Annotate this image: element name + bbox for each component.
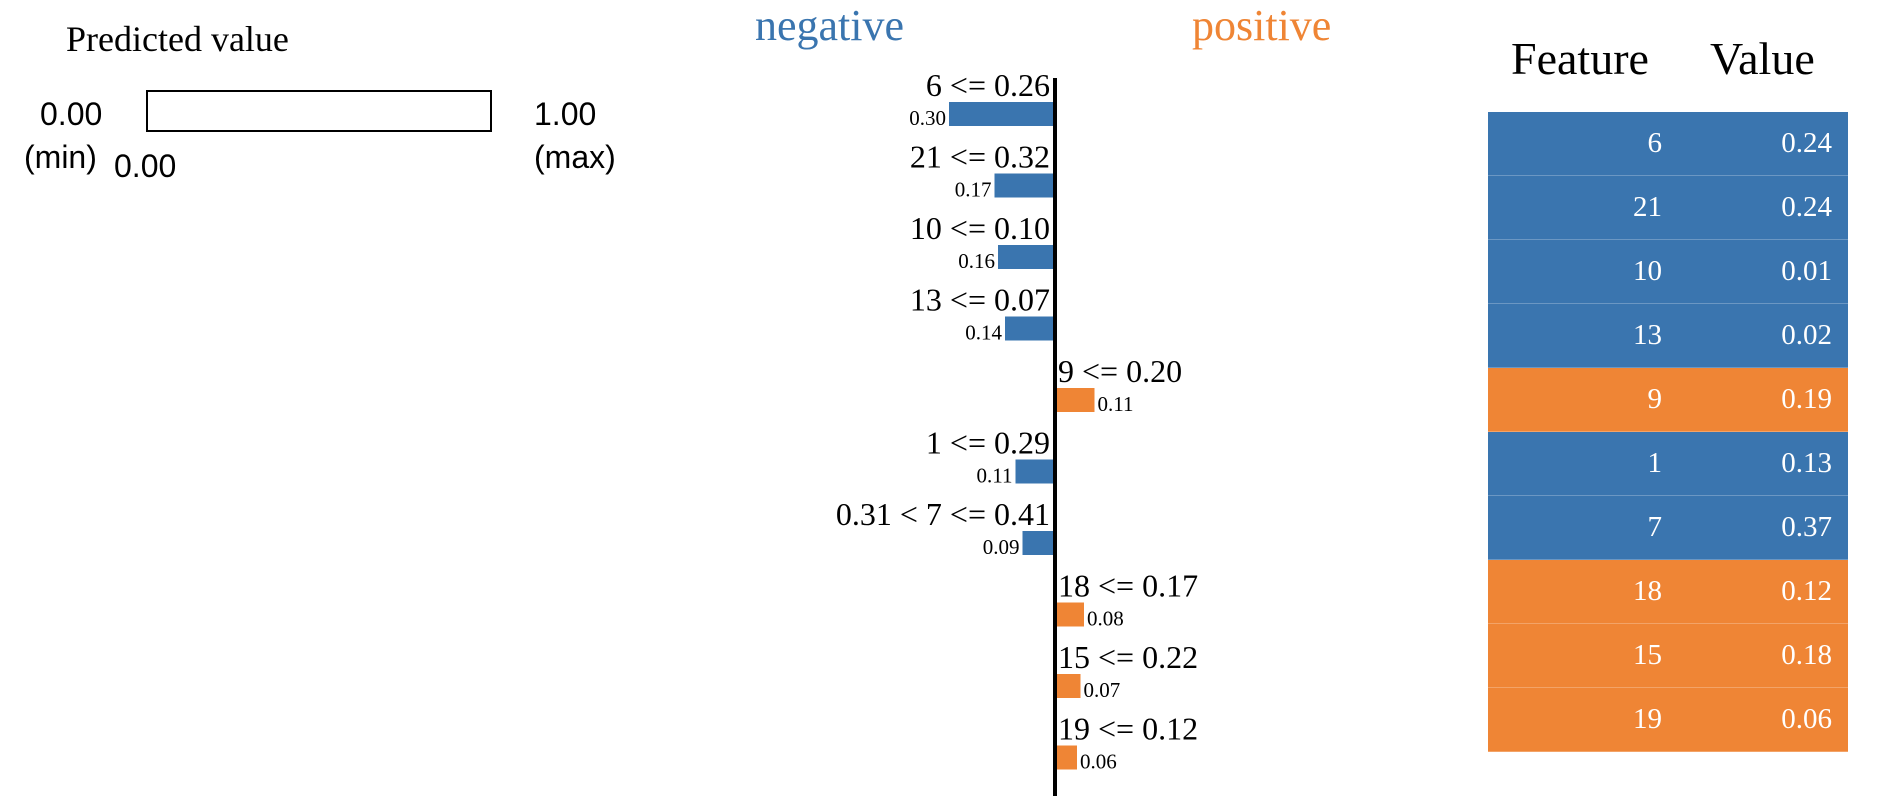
- table-row: 6 0.24: [1488, 112, 1848, 176]
- bar-positive: [1056, 745, 1077, 770]
- bar-value-label: 0.14: [965, 321, 1002, 345]
- bar-label: 15 <= 0.22: [1058, 639, 1198, 675]
- table-header-feature: Feature: [1511, 33, 1649, 84]
- table-row: 15 0.18: [1488, 624, 1848, 688]
- table-cell-value: 0.24: [1781, 191, 1832, 223]
- predicted-current-value: 0.00: [114, 148, 177, 184]
- bar-negative: [994, 173, 1054, 198]
- bar-value-label: 0.06: [1080, 750, 1117, 774]
- bar-value-label: 0.17: [955, 178, 992, 202]
- feature-value-table: 6 0.24 21 0.24 10 0.01 13 0.02 9 0.19 1 0.13 7 0.37 18…: [1488, 112, 1848, 752]
- bar-value-label: 0.11: [977, 464, 1013, 488]
- table-row: 19 0.06: [1488, 688, 1848, 752]
- bar-label: 1 <= 0.29: [926, 425, 1050, 461]
- bar-label: 10 <= 0.10: [910, 210, 1050, 246]
- bar-value-label: 0.08: [1087, 607, 1124, 631]
- table-row: 21 0.24: [1488, 176, 1848, 240]
- table-cell-feature: 15: [1633, 639, 1662, 671]
- bar-negative: [1015, 459, 1054, 484]
- bar-positive: [1056, 602, 1084, 627]
- bar-negative: [1005, 316, 1054, 341]
- table-cell-value: 0.12: [1781, 575, 1832, 607]
- table-cell-value: 0.13: [1781, 447, 1832, 479]
- bar-negative: [998, 245, 1054, 269]
- bar-value-label: 0.09: [983, 535, 1020, 559]
- bar-label: 13 <= 0.07: [910, 282, 1050, 318]
- bar-value-label: 0.16: [958, 249, 995, 273]
- table-cell-value: 0.24: [1781, 127, 1832, 159]
- table-row: 13 0.02: [1488, 304, 1848, 368]
- table-cell-feature: 13: [1633, 319, 1662, 351]
- bar-value-label: 0.30: [909, 106, 946, 130]
- table-cell-value: 0.06: [1781, 703, 1832, 735]
- bar-label: 6 <= 0.26: [926, 67, 1050, 103]
- table-header-value: Value: [1710, 33, 1815, 84]
- table-cell-value: 0.01: [1781, 255, 1832, 287]
- table-row: 10 0.01: [1488, 240, 1848, 304]
- predicted-min-value: 0.00: [40, 96, 103, 132]
- bar-positive: [1056, 388, 1095, 412]
- table-cell-feature: 10: [1633, 255, 1662, 287]
- bar-negative: [1022, 531, 1054, 555]
- predicted-max-value: 1.00: [534, 96, 597, 132]
- table-row: 18 0.12: [1488, 560, 1848, 624]
- bar-label: 19 <= 0.12: [1058, 711, 1198, 747]
- table-row: 7 0.37: [1488, 496, 1848, 560]
- positive-side-label: positive: [1192, 1, 1332, 50]
- bar-negative: [949, 102, 1054, 126]
- table-cell-value: 0.19: [1781, 383, 1832, 415]
- table-cell-feature: 19: [1633, 703, 1662, 735]
- table-cell-value: 0.02: [1781, 319, 1832, 351]
- predicted-max-label: (max): [534, 139, 616, 175]
- table-cell-feature: 6: [1647, 127, 1663, 159]
- bar-label: 0.31 < 7 <= 0.41: [836, 496, 1050, 532]
- table-cell-feature: 9: [1647, 383, 1663, 415]
- bar-label: 21 <= 0.32: [910, 139, 1050, 175]
- predicted-min-label: (min): [24, 139, 97, 175]
- bar-positive: [1056, 674, 1081, 698]
- negative-side-label: negative: [755, 1, 905, 50]
- table-cell-feature: 7: [1647, 511, 1663, 543]
- table-cell-feature: 1: [1647, 447, 1663, 479]
- predicted-value-title: Predicted value: [66, 19, 289, 59]
- bar-label: 18 <= 0.17: [1058, 568, 1198, 604]
- table-cell-value: 0.18: [1781, 639, 1832, 671]
- table-row: 9 0.19: [1488, 368, 1848, 432]
- table-cell-value: 0.37: [1781, 511, 1832, 543]
- table-cell-feature: 18: [1633, 575, 1662, 607]
- bar-value-label: 0.11: [1098, 392, 1134, 416]
- bar-label: 9 <= 0.20: [1058, 353, 1182, 389]
- table-cell-feature: 21: [1633, 191, 1662, 223]
- predicted-value-bar: [146, 90, 492, 132]
- bar-value-label: 0.07: [1084, 678, 1121, 702]
- table-row: 1 0.13: [1488, 432, 1848, 496]
